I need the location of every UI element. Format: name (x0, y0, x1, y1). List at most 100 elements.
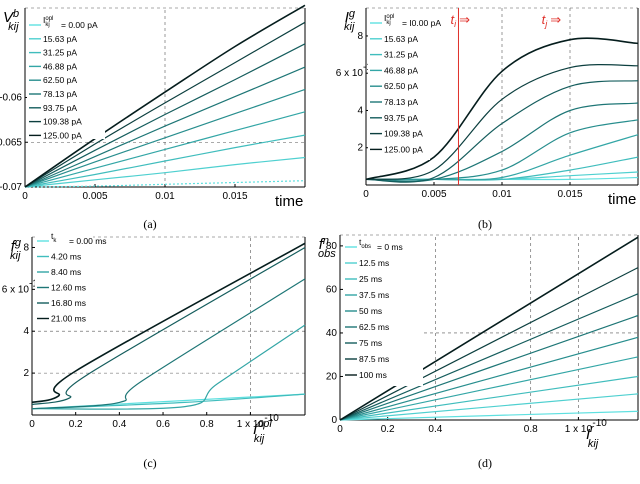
legend-entry: 46.88 pA (384, 65, 418, 75)
y-tick-label: 0 (331, 415, 337, 426)
legend-entry: = 0.00 pA (61, 20, 98, 30)
legend-entry: 31.25 pA (43, 48, 77, 58)
x-tick-label: 0 (22, 191, 28, 202)
series-line (24, 88, 306, 188)
x-tick-label: 0.2 (381, 424, 395, 435)
y-tick-label: 20 (326, 371, 338, 382)
y-tick-label: -0.07 (0, 182, 22, 193)
series-line (365, 37, 639, 181)
legend-entry: 62.50 pA (384, 81, 418, 91)
y-axis-label: fg kij (10, 237, 22, 262)
legend-entry: 46.88 pA (43, 61, 77, 71)
legend-box (35, 230, 93, 326)
legend-entry: 100 ms (359, 370, 387, 380)
x-tick-label: 0.005 (82, 191, 107, 202)
series-line (24, 180, 306, 188)
series-line (31, 242, 306, 404)
series-line (24, 66, 306, 188)
y-tick-label: 8 (357, 31, 363, 42)
x-tick-label: 0 (363, 189, 369, 200)
legend-entry: 62.50 pA (43, 75, 77, 85)
series-line (24, 134, 306, 188)
x-tick-label: 0.8 (524, 424, 538, 435)
y-tick-label: 40 (326, 328, 338, 339)
legend-entry: 15.63 pA (384, 34, 418, 44)
legend-entry: 75 ms (359, 338, 382, 348)
series-line (339, 393, 639, 421)
legend-entry: 78.13 pA (43, 89, 77, 99)
legend-entry: 15.63 pA (43, 34, 77, 44)
x-tick-label: 0 (29, 419, 35, 430)
y-axis-label: fn obs (318, 235, 336, 260)
series-line (31, 278, 306, 410)
legend-entry: 8.40 ms (51, 267, 81, 277)
legend-entry: 93.75 pA (43, 103, 77, 113)
series-line (31, 324, 306, 410)
x-tick-label: 0.015 (557, 189, 582, 200)
series-line (339, 267, 639, 421)
legend-entry: 125.00 pA (43, 130, 82, 140)
x-tick-label: 0 (337, 424, 343, 435)
x-tick-label: 0.005 (421, 189, 446, 200)
legend-title: tk (51, 231, 57, 244)
x-tick-label: 0.015 (222, 191, 247, 202)
legend-entry: = 0.00 ms (69, 236, 107, 246)
y-tick-label: 4 (357, 105, 363, 116)
series-line (339, 314, 639, 421)
y-tick-label: 2 (23, 368, 29, 379)
x-tick-label: 0.2 (69, 419, 83, 430)
legend-entry: 125.00 pA (384, 144, 423, 154)
annotation-label: ti ⇒ (450, 12, 470, 29)
legend-entry: 21.00 ms (51, 314, 86, 324)
series-line (31, 246, 306, 406)
series-line (339, 356, 639, 421)
legend-entry: 93.75 pA (384, 113, 418, 123)
legend-entry: 31.25 pA (384, 50, 418, 60)
series-line (365, 80, 639, 183)
panel-caption: (d) (478, 456, 492, 470)
series-line (365, 64, 639, 180)
legend-entry: 12.60 ms (51, 283, 86, 293)
x-tick-label: 0.01 (155, 191, 175, 202)
series-line (339, 293, 639, 421)
y-tick-label: 60 (326, 284, 338, 295)
annotation-label: tj ⇒ (542, 12, 562, 29)
y-tick-label: 6 x 10 (336, 68, 364, 79)
x-tick-label: 0.8 (200, 419, 214, 430)
legend-entry: 4.20 ms (51, 252, 81, 262)
y-tick-label: 80 (326, 241, 338, 252)
panel-caption: (c) (143, 456, 156, 470)
legend-title: Iopl kj (43, 15, 53, 28)
legend-entry: 16.80 ms (51, 298, 86, 308)
legend-entry: 50 ms (359, 306, 382, 316)
y-tick-label: 8 (23, 242, 29, 253)
legend-entry: 37.5 ms (359, 290, 389, 300)
panel-caption: (a) (143, 217, 156, 231)
legend-entry: 78.13 pA (384, 97, 418, 107)
legend-entry: = 0 ms (377, 242, 403, 252)
legend-entry: 109.38 pA (43, 117, 82, 127)
series-line (339, 410, 639, 421)
series-line (339, 336, 639, 421)
x-axis-label: Iopl kij (253, 418, 272, 445)
legend-entry: 12.5 ms (359, 258, 389, 268)
x-tick-label: 1 x 10 (565, 424, 593, 435)
x-tick-label: 0.6 (156, 419, 170, 430)
legend-box (27, 14, 105, 139)
legend-entry: 62.5 ms (359, 322, 389, 332)
x-tick-label: 0.01 (492, 189, 512, 200)
series-line (24, 4, 306, 188)
series-line (339, 375, 639, 421)
y-tick-label: 2 (357, 143, 363, 154)
series-line (24, 111, 306, 188)
y-axis-label: Vb kij (3, 8, 19, 33)
y-tick-label: -0.06 (0, 93, 22, 104)
legend-entry: = I0.00 pA (402, 18, 441, 28)
x-axis-label: time (608, 191, 636, 208)
legend-entry: 25 ms (359, 274, 382, 284)
